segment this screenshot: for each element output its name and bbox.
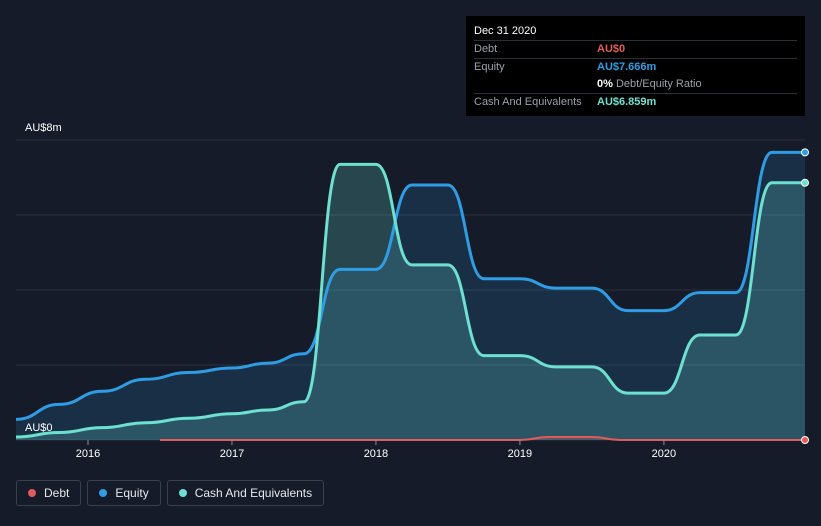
equity-area (16, 152, 805, 440)
legend-item-debt[interactable]: Debt (16, 480, 82, 506)
chart-lines (15, 150, 805, 442)
legend-equity-label: Equity (115, 486, 149, 500)
cash-and-equivalents-endpoint (801, 178, 809, 187)
legend-item-equity[interactable]: Equity (87, 480, 161, 506)
cash-and-equivalents-area (16, 164, 805, 440)
x-tick-label: 2019 (508, 448, 532, 460)
chart-tooltip: Dec 31 2020 Debt AU$0 Equity AU$7.666m 0… (466, 16, 805, 116)
tooltip-row-debt: Debt AU$0 (474, 40, 797, 58)
tooltip-date: Dec 31 2020 (474, 25, 537, 37)
cash-and-equivalents-line (15, 162, 805, 439)
x-tick-label: 2020 (652, 448, 676, 460)
y-axis-top-label: AU$8m (25, 122, 62, 134)
chart-endpoints (801, 148, 809, 444)
x-tick-label: 2018 (364, 448, 388, 460)
tooltip-cash-value: AU$6.859m (597, 96, 657, 108)
debt-line (159, 436, 805, 442)
y-axis-bottom-label: AU$0 (25, 422, 53, 434)
legend-item-cash[interactable]: Cash And Equivalents (166, 480, 325, 506)
tooltip-debt-label: Debt (474, 43, 498, 55)
x-tick-label: 2017 (220, 448, 244, 460)
x-tick-label: 2016 (76, 448, 100, 460)
tooltip-debt-value: AU$0 (597, 43, 626, 55)
tooltip-ratio-label (474, 76, 597, 93)
legend-debt-label: Debt (44, 486, 70, 500)
legend-equity-dot (99, 489, 108, 497)
x-axis-ticks: 2016 2017 2018 2019 2020 (76, 440, 676, 460)
tooltip-row-ratio: 0% Debt/Equity Ratio (474, 76, 797, 93)
tooltip-row-equity: Equity AU$7.666m (474, 58, 797, 76)
tooltip-ratio-text: Debt/Equity Ratio (615, 78, 702, 90)
tooltip-ratio-value: 0% Debt/Equity Ratio (597, 76, 702, 93)
chart-legend: Debt Equity Cash And Equivalents (16, 480, 325, 508)
tooltip-equity-label: Equity (474, 61, 505, 73)
tooltip-row-cash: Cash And Equivalents AU$6.859m (474, 93, 797, 111)
equity-endpoint (801, 148, 809, 157)
legend-cash-label: Cash And Equivalents (194, 486, 313, 500)
tooltip-equity-value: AU$7.666m (597, 61, 657, 73)
tooltip-cash-label: Cash And Equivalents (474, 96, 582, 108)
equity-line (15, 150, 805, 421)
legend-cash-dot (178, 489, 187, 497)
tooltip-ratio-number: 0% (597, 78, 613, 90)
legend-debt-dot (28, 489, 36, 497)
chart-areas (16, 152, 806, 440)
debt-endpoint (801, 436, 809, 444)
